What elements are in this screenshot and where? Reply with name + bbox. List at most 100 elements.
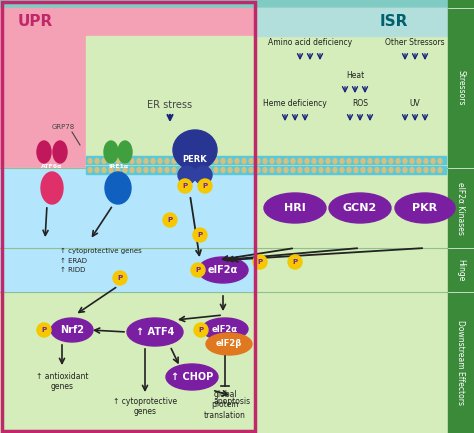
Ellipse shape <box>198 257 248 283</box>
Text: UPR: UPR <box>18 14 53 29</box>
Ellipse shape <box>284 158 288 164</box>
Ellipse shape <box>396 168 400 172</box>
Ellipse shape <box>104 141 118 163</box>
Ellipse shape <box>424 168 428 172</box>
Ellipse shape <box>166 364 218 390</box>
Ellipse shape <box>178 166 196 184</box>
Ellipse shape <box>37 141 51 163</box>
Ellipse shape <box>253 255 267 269</box>
Ellipse shape <box>333 158 337 164</box>
Ellipse shape <box>291 168 295 172</box>
Text: ISR: ISR <box>380 14 408 29</box>
Ellipse shape <box>333 168 337 172</box>
Ellipse shape <box>431 158 435 164</box>
Ellipse shape <box>256 158 260 164</box>
Ellipse shape <box>354 168 358 172</box>
Ellipse shape <box>95 158 99 164</box>
Ellipse shape <box>194 166 212 184</box>
Ellipse shape <box>165 168 169 172</box>
Ellipse shape <box>193 158 197 164</box>
Ellipse shape <box>198 179 212 193</box>
Text: Other Stressors: Other Stressors <box>385 38 445 47</box>
Ellipse shape <box>368 158 372 164</box>
Ellipse shape <box>438 158 442 164</box>
Ellipse shape <box>417 168 421 172</box>
Ellipse shape <box>207 168 211 172</box>
Ellipse shape <box>284 168 288 172</box>
Ellipse shape <box>186 158 190 164</box>
Text: ↑ cytoprotective genes: ↑ cytoprotective genes <box>60 248 142 254</box>
Ellipse shape <box>382 158 386 164</box>
Ellipse shape <box>191 263 205 277</box>
Ellipse shape <box>329 193 391 223</box>
Text: P: P <box>182 183 188 189</box>
Bar <box>0 8 256 433</box>
Ellipse shape <box>298 158 302 164</box>
Text: eIF2β: eIF2β <box>216 339 242 349</box>
Text: eIF2α Kinases: eIF2α Kinases <box>456 181 465 234</box>
Text: Amino acid deficiency: Amino acid deficiency <box>268 38 352 47</box>
Text: Stressors: Stressors <box>456 70 465 106</box>
Ellipse shape <box>200 158 204 164</box>
Ellipse shape <box>51 318 93 342</box>
Ellipse shape <box>123 168 127 172</box>
Ellipse shape <box>277 168 281 172</box>
Text: GCN2: GCN2 <box>343 203 377 213</box>
Ellipse shape <box>37 323 51 337</box>
Bar <box>86 156 446 164</box>
Bar <box>2 2 255 431</box>
Ellipse shape <box>144 168 148 172</box>
Ellipse shape <box>277 158 281 164</box>
Text: ↑ cytoprotective
genes: ↑ cytoprotective genes <box>113 397 177 417</box>
Ellipse shape <box>235 168 239 172</box>
Ellipse shape <box>127 318 183 346</box>
Ellipse shape <box>163 213 177 227</box>
Text: P: P <box>118 275 123 281</box>
Ellipse shape <box>206 333 252 355</box>
Ellipse shape <box>403 158 407 164</box>
Ellipse shape <box>173 130 217 170</box>
Bar <box>256 8 448 36</box>
Text: P: P <box>195 267 201 273</box>
Ellipse shape <box>264 193 326 223</box>
Ellipse shape <box>354 158 358 164</box>
Text: ↑ RIDD: ↑ RIDD <box>60 267 85 273</box>
Ellipse shape <box>214 168 218 172</box>
Text: ↑ CHOP: ↑ CHOP <box>171 372 213 382</box>
Ellipse shape <box>193 228 207 242</box>
Text: P: P <box>199 327 203 333</box>
Text: P: P <box>198 232 202 238</box>
Text: IRE1α: IRE1α <box>108 165 128 169</box>
Ellipse shape <box>137 158 141 164</box>
Ellipse shape <box>326 158 330 164</box>
Text: apoptosis: apoptosis <box>213 397 251 406</box>
Ellipse shape <box>242 158 246 164</box>
Ellipse shape <box>116 168 120 172</box>
Ellipse shape <box>158 158 162 164</box>
Text: ↑ ERAD: ↑ ERAD <box>60 258 87 264</box>
Ellipse shape <box>368 168 372 172</box>
Text: ER stress: ER stress <box>147 100 192 110</box>
Ellipse shape <box>270 158 274 164</box>
Text: Downstream Effectors: Downstream Effectors <box>456 320 465 405</box>
Ellipse shape <box>347 168 351 172</box>
Ellipse shape <box>113 271 127 285</box>
Ellipse shape <box>130 158 134 164</box>
Ellipse shape <box>410 168 414 172</box>
Ellipse shape <box>207 158 211 164</box>
Ellipse shape <box>389 158 393 164</box>
Ellipse shape <box>270 168 274 172</box>
Text: ROS: ROS <box>352 99 368 108</box>
Text: ATF6α: ATF6α <box>41 165 63 169</box>
Text: PKR: PKR <box>412 203 438 213</box>
Ellipse shape <box>347 158 351 164</box>
Bar <box>0 0 474 8</box>
Ellipse shape <box>298 168 302 172</box>
Ellipse shape <box>53 141 67 163</box>
Ellipse shape <box>221 158 225 164</box>
Ellipse shape <box>130 168 134 172</box>
Ellipse shape <box>172 168 176 172</box>
Ellipse shape <box>194 323 208 337</box>
Ellipse shape <box>249 168 253 172</box>
Ellipse shape <box>123 158 127 164</box>
